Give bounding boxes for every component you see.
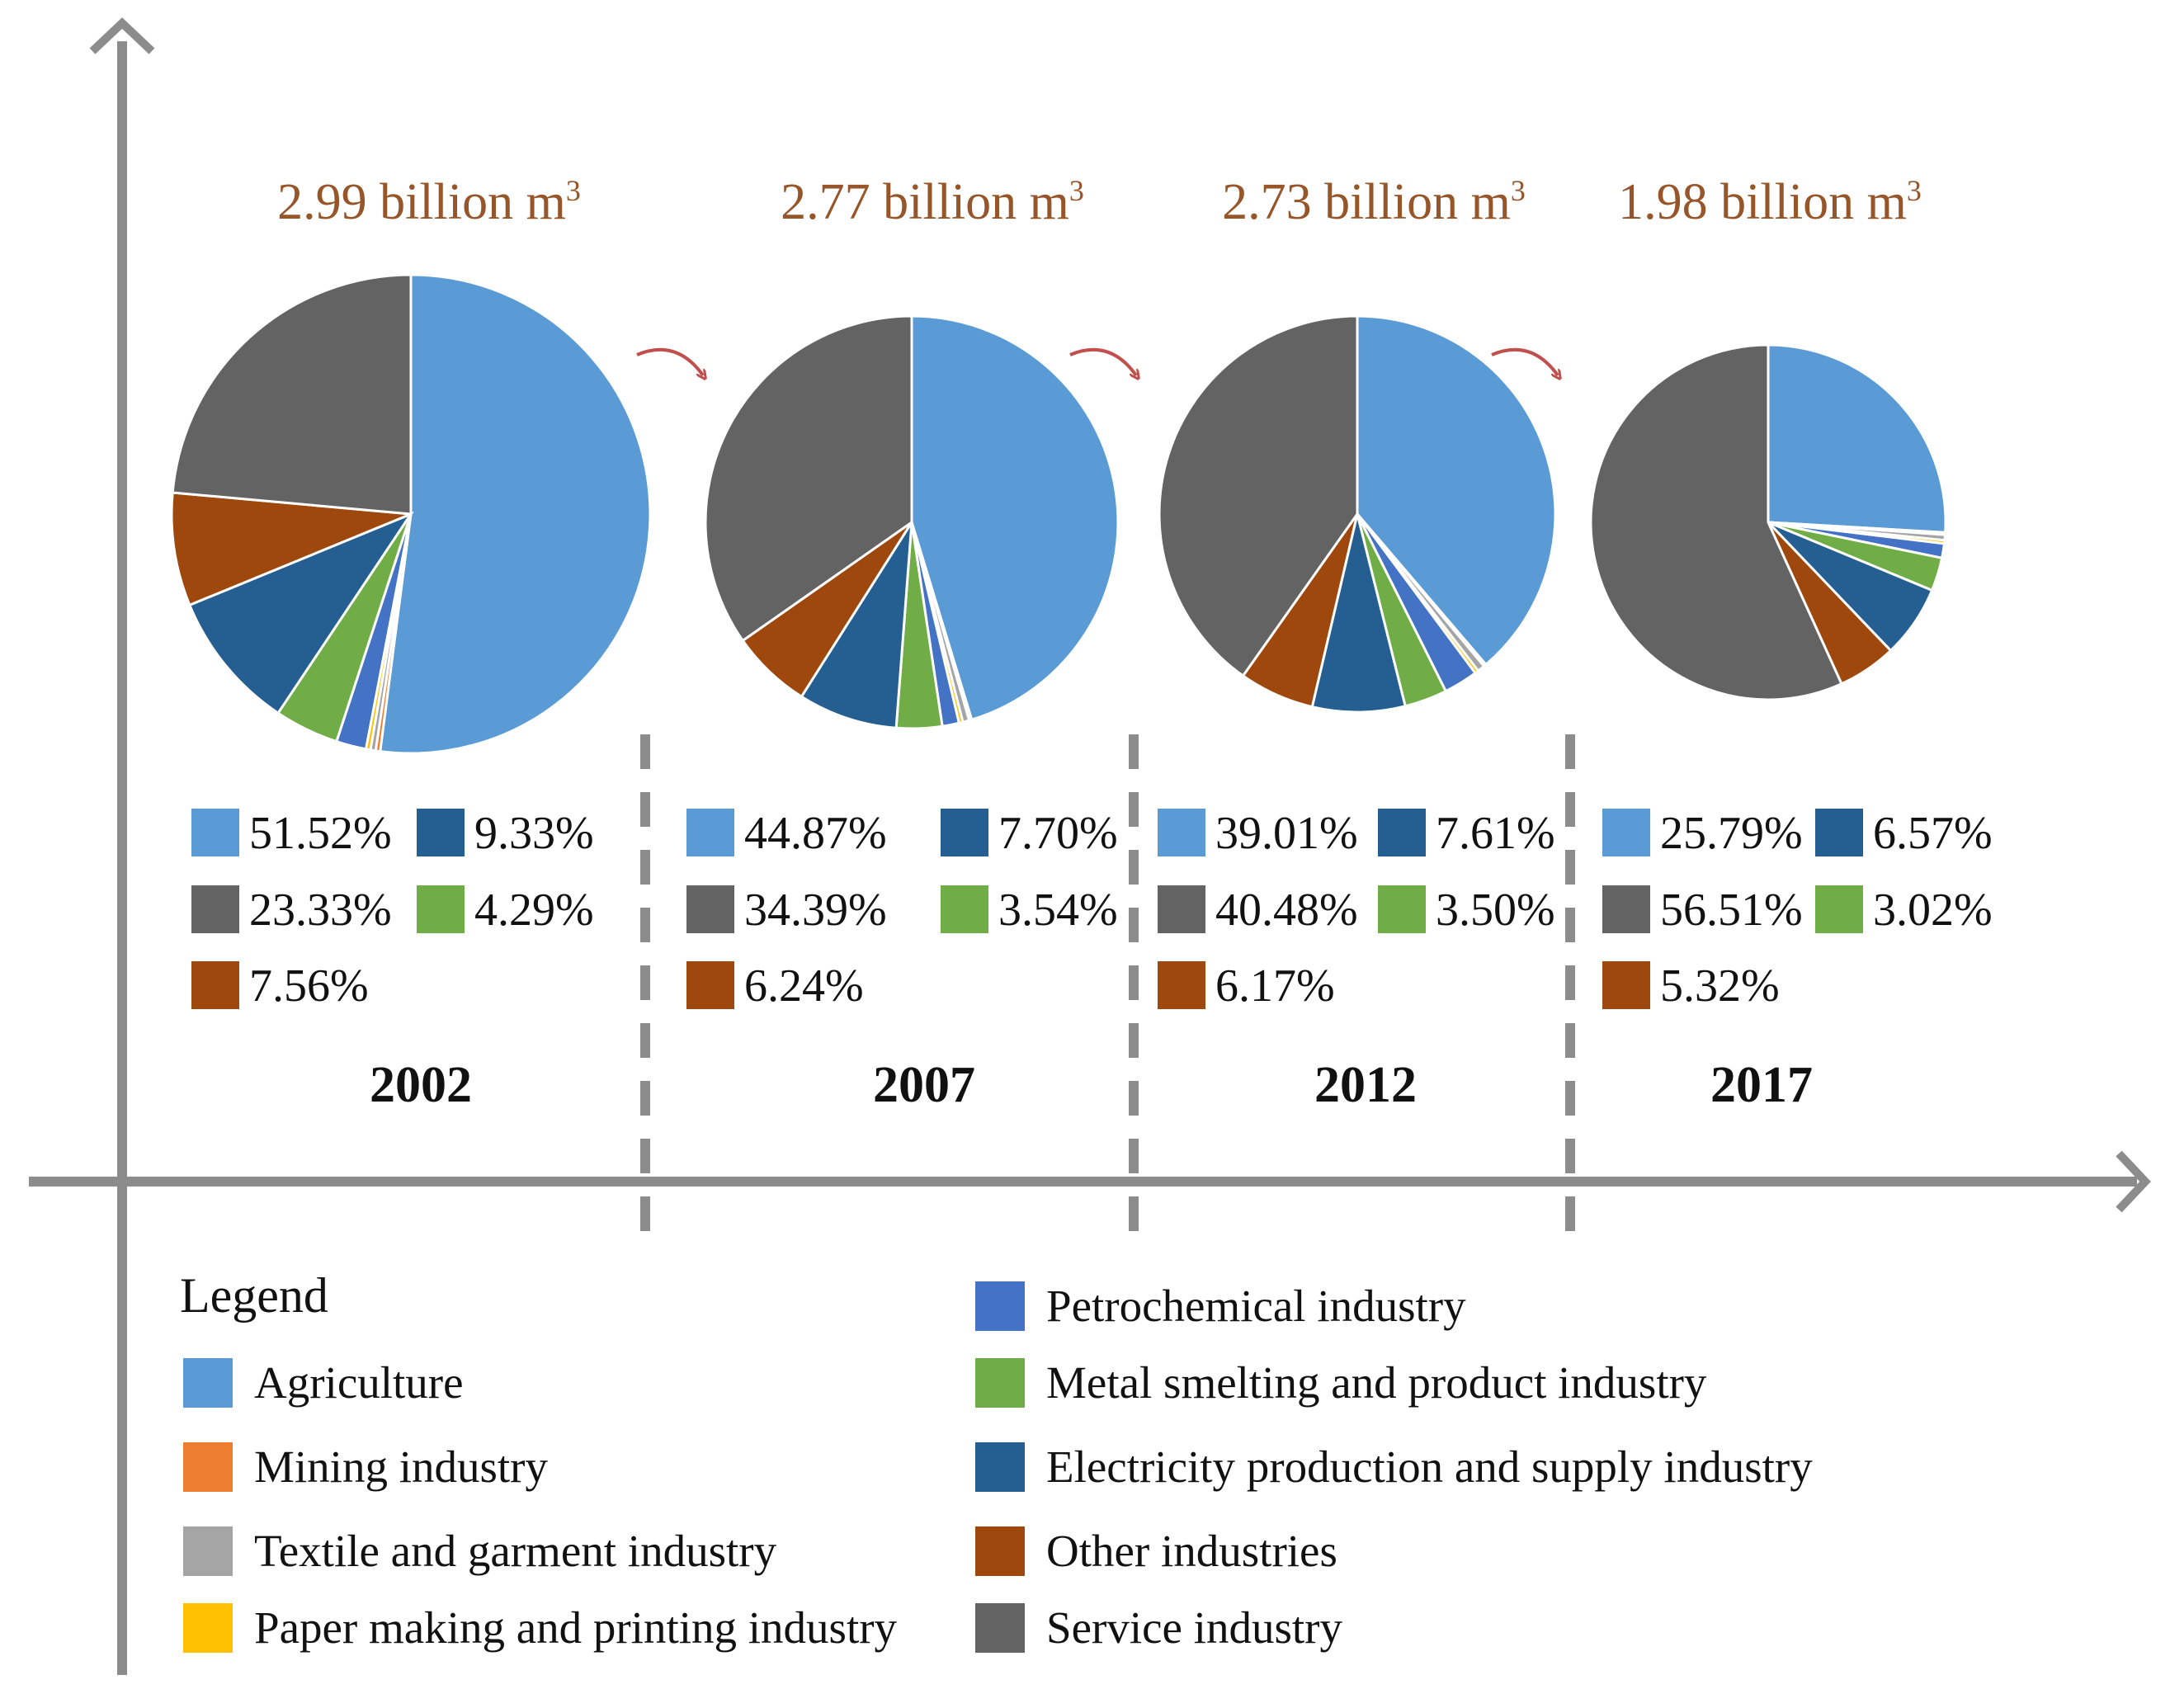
pie-slice-service (704, 314, 913, 643)
pct-label-electricity: 7.70% (998, 808, 1118, 859)
year-label: 2007 (873, 1057, 975, 1113)
pct-swatch-metal (941, 885, 988, 933)
pct-swatch-metal (1815, 885, 1863, 933)
pie-panel-2007: 2.77 billion m3 44.87% 7.70% 34.39% 3.54% 6.2… (686, 174, 1120, 1113)
legend-label-other: Other industries (1046, 1526, 1337, 1576)
transition-arrow-icon (1491, 347, 1558, 375)
pct-label-service: 56.51% (1660, 885, 1803, 936)
legend-label-metal: Metal smelting and product industry (1046, 1357, 1707, 1408)
legend-label-mining: Mining industry (254, 1441, 548, 1492)
pie-slice-electricity (1310, 513, 1408, 714)
pct-swatch-electricity (417, 809, 465, 856)
pie-slice-service (1158, 314, 1359, 678)
pct-label-agriculture: 25.79% (1660, 808, 1803, 859)
transition-arrow-icon (1069, 347, 1136, 375)
pct-swatch-agriculture (1602, 809, 1650, 856)
pct-label-agriculture: 39.01% (1215, 808, 1358, 859)
total-volume-label: 2.99 billion m3 (277, 174, 581, 230)
pie-slice-agriculture (910, 314, 1120, 722)
legend-label-petrochemical: Petrochemical industry (1046, 1281, 1466, 1331)
pie-panel-2012: 2.73 billion m3 39.01% 7.61% 40.48% 3.50% 6.1… (1158, 174, 1557, 1113)
pct-swatch-service (191, 885, 239, 933)
year-label: 2012 (1314, 1057, 1417, 1113)
pct-label-metal: 3.02% (1873, 885, 1993, 936)
pct-swatch-agriculture (1158, 809, 1205, 856)
legend-swatch-service (975, 1603, 1025, 1653)
legend: Legend Agriculture Mining industry Textile… (180, 1268, 1813, 1653)
pct-label-other: 6.24% (744, 960, 864, 1012)
pct-label-agriculture: 51.52% (249, 808, 392, 859)
pct-swatch-other (686, 961, 734, 1009)
pct-swatch-other (1602, 961, 1650, 1009)
legend-swatch-paper (183, 1603, 233, 1653)
pct-swatch-metal (417, 885, 465, 933)
pct-label-electricity: 7.61% (1436, 808, 1555, 859)
pie-slice-service (171, 273, 413, 516)
pct-label-other: 7.56% (249, 960, 369, 1012)
pct-label-electricity: 6.57% (1873, 808, 1993, 859)
pct-label-electricity: 9.33% (474, 808, 594, 859)
pie-panel-2002: 2.99 billion m3 51.52% 9.33% 23.33% 4.29% 7.5… (170, 174, 652, 1113)
year-label: 2002 (370, 1057, 472, 1113)
total-volume-superscript: 3 (566, 174, 581, 207)
pie-panels: 2.99 billion m3 51.52% 9.33% 23.33% 4.29% 7.5… (170, 174, 1993, 1113)
pct-swatch-metal (1378, 885, 1426, 933)
pie-slice-agriculture (1356, 314, 1557, 667)
y-axis-arrowhead (89, 17, 155, 54)
pie-slice-other (170, 491, 412, 607)
pie-slice-electricity (187, 511, 414, 715)
legend-swatch-petrochemical (975, 1281, 1025, 1331)
pct-label-agriculture: 44.87% (744, 808, 887, 859)
total-volume-label: 2.73 billion m3 (1222, 174, 1526, 230)
pct-label-service: 40.48% (1215, 885, 1358, 936)
pct-swatch-electricity (941, 809, 988, 856)
legend-swatch-electricity (975, 1442, 1025, 1492)
pie-slice-agriculture (1767, 343, 1947, 534)
legend-swatch-textile (183, 1526, 233, 1576)
legend-label-agriculture: Agriculture (254, 1357, 464, 1408)
pct-swatch-other (1158, 961, 1205, 1009)
axes (29, 17, 2151, 1675)
total-volume-label: 2.77 billion m3 (781, 174, 1084, 230)
legend-title: Legend (180, 1268, 328, 1323)
total-volume-superscript: 3 (1511, 174, 1526, 207)
pct-swatch-agriculture (191, 809, 239, 856)
legend-label-electricity: Electricity production and supply indust… (1046, 1441, 1813, 1492)
pct-label-other: 6.17% (1215, 960, 1335, 1012)
year-label: 2017 (1710, 1057, 1813, 1113)
x-axis-arrowhead (2116, 1150, 2151, 1213)
pct-swatch-other (191, 961, 239, 1009)
pct-swatch-service (1602, 885, 1650, 933)
pct-label-metal: 4.29% (474, 885, 594, 936)
pct-swatch-agriculture (686, 809, 734, 856)
pct-swatch-electricity (1378, 809, 1426, 856)
pie-slice-agriculture (379, 273, 652, 755)
total-volume-superscript: 3 (1069, 174, 1084, 207)
legend-swatch-metal (975, 1358, 1025, 1408)
pct-swatch-electricity (1815, 809, 1863, 856)
legend-label-paper: Paper making and printing industry (254, 1602, 898, 1653)
total-volume-superscript: 3 (1907, 174, 1922, 207)
legend-label-service: Service industry (1046, 1602, 1342, 1653)
pie-panel-2017: 1.98 billion m3 25.79% 6.57% 56.51% 3.02% 5.3… (1589, 174, 1993, 1113)
pct-swatch-service (1158, 885, 1205, 933)
pct-label-other: 5.32% (1660, 960, 1780, 1012)
pct-label-service: 34.39% (744, 885, 887, 936)
legend-label-textile: Textile and garment industry (254, 1526, 777, 1576)
pct-swatch-service (686, 885, 734, 933)
transition-arrows (636, 347, 1558, 375)
transition-arrow-icon (636, 347, 703, 375)
pct-label-metal: 3.50% (1436, 885, 1555, 936)
legend-swatch-agriculture (183, 1358, 233, 1408)
pie-slice-service (1589, 343, 1843, 701)
period-separators (640, 734, 1575, 1234)
legend-swatch-mining (183, 1442, 233, 1492)
pct-label-metal: 3.54% (998, 885, 1118, 936)
legend-swatch-other (975, 1526, 1025, 1576)
pie-slice-electricity (800, 521, 913, 729)
pct-label-service: 23.33% (249, 885, 392, 936)
total-volume-label: 1.98 billion m3 (1618, 174, 1922, 230)
